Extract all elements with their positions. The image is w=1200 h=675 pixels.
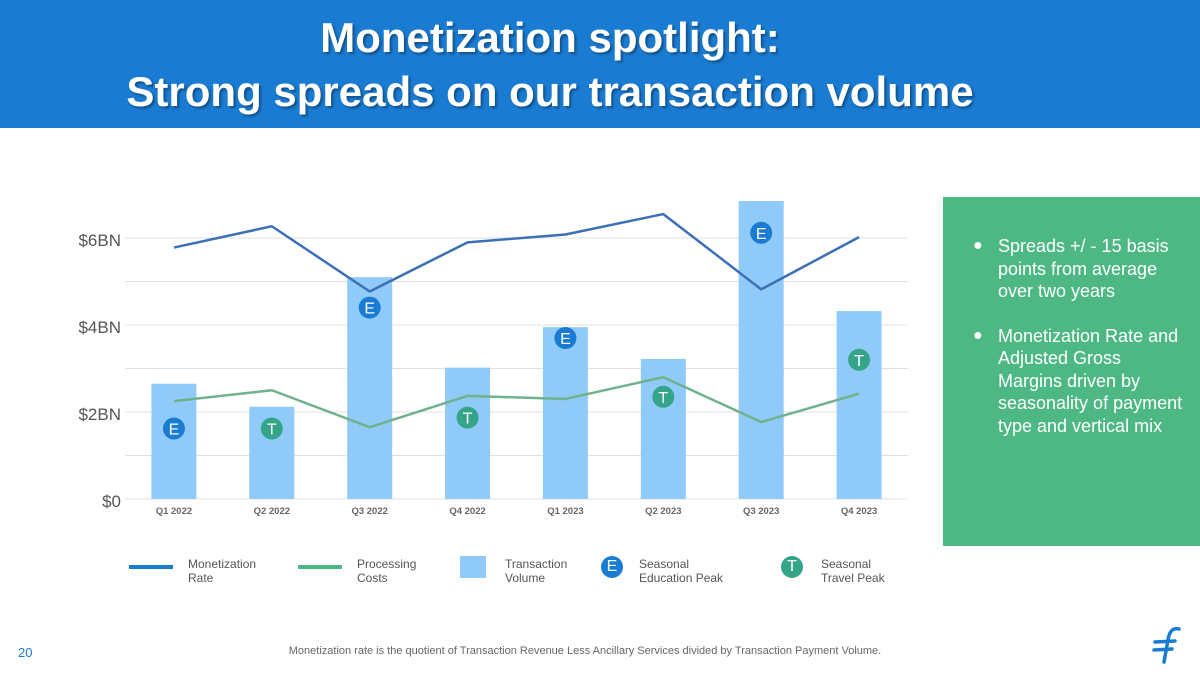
- x-tick-label: Q4 2022: [449, 506, 485, 517]
- x-tick-label: Q3 2022: [351, 506, 387, 517]
- series-line: [173, 375, 860, 429]
- seasonal-marker-label: T: [854, 353, 864, 370]
- page-subtitle: Strong spreads on our transaction volume: [126, 68, 974, 115]
- x-tick-label: Q3 2023: [743, 506, 779, 517]
- seasonal-marker: [358, 296, 381, 319]
- y-tick-label: $2BN: [78, 405, 121, 424]
- seasonal-marker-label: E: [560, 331, 571, 348]
- x-tick-label: Q2 2022: [254, 506, 290, 517]
- footnote: Monetization rate is the quotient of Tra…: [288, 645, 882, 657]
- seasonal-marker: [848, 348, 871, 371]
- bar: [738, 201, 784, 499]
- bullet-icon: ●: [973, 326, 983, 344]
- seasonal-marker: [750, 221, 773, 244]
- callout-text-1: Spreads +/ - 15 basis points from averag…: [998, 236, 1169, 301]
- seasonal-marker-label: E: [169, 422, 180, 439]
- y-tick-label: $6BN: [78, 231, 121, 250]
- x-tick-label: Q1 2023: [547, 506, 583, 517]
- legend-swatch-monetization: [129, 565, 173, 569]
- seasonal-marker: [456, 406, 479, 429]
- seasonal-marker: [652, 385, 675, 408]
- seasonal-marker-label: E: [756, 226, 767, 243]
- callout-text-2: Monetization Rate and Adjusted Gross Mar…: [998, 325, 1183, 436]
- flywire-logo-icon: [1152, 626, 1181, 664]
- legend-swatch-processing: [298, 565, 342, 569]
- bar: [836, 311, 882, 499]
- legend-label-monetization: Monetization Rate: [188, 557, 257, 585]
- monetization-chart: $0 $2BN $4BN $6BN Q1 2022 Q2 2022 Q3 2022 Q4 20…: [78, 201, 908, 517]
- seasonal-marker-label: E: [364, 301, 375, 318]
- page-number: 20: [18, 645, 33, 660]
- header-banner: Monetization spotlight: Strong spreads o…: [0, 0, 1200, 128]
- legend-travel-badge: T: [781, 556, 803, 578]
- seasonal-marker-label: T: [267, 422, 277, 439]
- legend-swatch-volume: [460, 556, 486, 578]
- callout-bullet-2: ● Monetization Rate and Adjusted Gross M…: [973, 325, 1188, 438]
- series-line: [173, 212, 860, 293]
- legend-label-volume: Transaction Volume: [505, 557, 568, 585]
- seasonal-marker-label: T: [658, 390, 668, 407]
- seasonal-marker: [260, 417, 283, 440]
- bar: [151, 383, 197, 499]
- bar: [640, 358, 686, 499]
- seasonal-marker: [554, 327, 577, 350]
- legend-education-badge: E: [601, 556, 623, 578]
- bar: [445, 367, 491, 499]
- x-tick-label: Q1 2022: [156, 506, 192, 517]
- legend-label-travel: Seasonal Travel Peak: [821, 557, 885, 585]
- callout-panel: ● Spreads +/ - 15 basis points from aver…: [943, 197, 1200, 546]
- callout-bullet-1: ● Spreads +/ - 15 basis points from aver…: [973, 235, 1188, 303]
- x-tick-label: Q4 2023: [841, 506, 877, 517]
- legend-label-processing: Processing Costs: [357, 557, 417, 585]
- x-tick-label: Q2 2023: [645, 506, 681, 517]
- bar: [542, 327, 588, 499]
- page-title: Monetization spotlight:: [320, 14, 780, 61]
- y-tick-label: $0: [102, 492, 121, 511]
- bullet-icon: ●: [973, 237, 983, 254]
- seasonal-marker: [162, 417, 185, 440]
- seasonal-marker-label: T: [463, 411, 473, 428]
- legend-label-education: Seasonal Education Peak: [639, 557, 724, 585]
- y-tick-label: $4BN: [78, 318, 121, 337]
